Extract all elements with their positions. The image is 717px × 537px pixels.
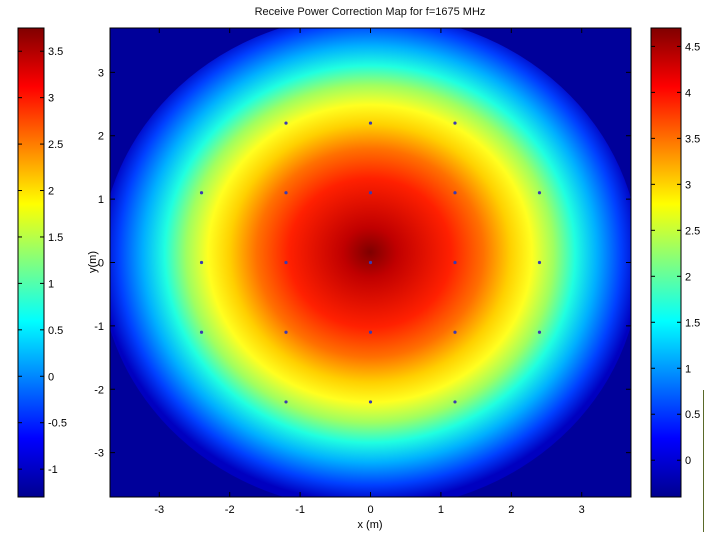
sample-point: [537, 330, 542, 334]
sample-point: [368, 121, 373, 125]
y-axis-ticks: -3 -2 -1 0 1 2 3: [94, 67, 631, 460]
sample-points: [199, 121, 542, 404]
colorbar-tick-label: 0.5: [685, 409, 700, 421]
x-tick-label: -3: [154, 504, 164, 516]
sample-point: [284, 330, 288, 334]
sample-point: [453, 330, 457, 334]
sample-point: [453, 400, 457, 404]
sample-point: [453, 191, 457, 195]
colorbar-tick-label: 0: [48, 371, 54, 383]
y-axis-label: y(m): [87, 251, 99, 273]
colorbar-tick-label: 1: [685, 363, 691, 375]
x-tick-label: -2: [225, 504, 235, 516]
x-tick-label: 3: [579, 504, 585, 516]
sample-point: [537, 191, 542, 195]
chart-title: Receive Power Correction Map for f=1675 …: [254, 6, 486, 18]
colorbar-tick-label: 2.5: [48, 139, 63, 151]
sample-point: [199, 260, 204, 265]
y-tick-label: -1: [94, 321, 104, 333]
left-colorbar: [17, 27, 45, 498]
colorbar-tick-label: 1.5: [685, 317, 700, 329]
sample-point: [284, 121, 288, 125]
colorbar-tick-label: 1.5: [48, 232, 63, 244]
y-tick-label: -2: [94, 384, 104, 396]
x-tick-label: 0: [367, 504, 373, 516]
colorbar-tick-label: 4: [685, 87, 691, 99]
sample-point: [368, 400, 373, 404]
colorbar-tick-label: -1: [48, 464, 58, 476]
colorbar-tick-label: 2: [48, 186, 54, 198]
x-tick-label: 1: [438, 504, 444, 516]
colorbar-tick-label: 3: [685, 179, 691, 191]
sample-point: [284, 260, 288, 265]
x-tick-label: 2: [508, 504, 514, 516]
y-tick-label: -3: [94, 448, 104, 460]
sample-point: [368, 260, 373, 265]
left-colorbar-ticks: -1 -0.5 0 0.5 1 1.5 2 2.5 3 3.5: [18, 46, 67, 476]
y-tick-label: 3: [98, 67, 104, 79]
colorbar-tick-label: 3.5: [48, 46, 63, 58]
colorbar-tick-label: 2: [685, 271, 691, 283]
sample-point: [284, 400, 288, 404]
x-axis-label: x (m): [357, 519, 382, 531]
x-tick-label: -1: [295, 504, 305, 516]
x-axis-ticks: -3 -2 -1 0 1 2 3: [154, 28, 585, 516]
colorbar-tick-label: -0.5: [48, 418, 67, 430]
y-tick-label: 0: [98, 258, 104, 270]
sample-point: [537, 260, 542, 265]
right-colorbar-ticks: 0 0.5 1 1.5 2 2.5 3 3.5 4 4.5: [651, 41, 700, 467]
sample-point: [199, 330, 204, 334]
sample-point: [368, 330, 373, 334]
colorbar-tick-label: 1: [48, 278, 54, 290]
right-colorbar: [650, 27, 682, 498]
colorbar-tick-label: 0: [685, 455, 691, 467]
sample-point: [368, 191, 373, 195]
sample-point: [453, 260, 457, 265]
colorbar-tick-label: 3: [48, 93, 54, 105]
y-tick-label: 2: [98, 131, 104, 143]
colorbar-tick-label: 3.5: [685, 133, 700, 145]
colorbar-tick-label: 2.5: [685, 225, 700, 237]
colorbar-tick-label: 4.5: [685, 41, 700, 53]
y-tick-label: 1: [98, 194, 104, 206]
sample-point: [453, 121, 457, 125]
colorbar-tick-label: 0.5: [48, 325, 63, 337]
sample-point: [199, 191, 204, 195]
sample-point: [284, 191, 288, 195]
edge-line: [703, 390, 704, 532]
